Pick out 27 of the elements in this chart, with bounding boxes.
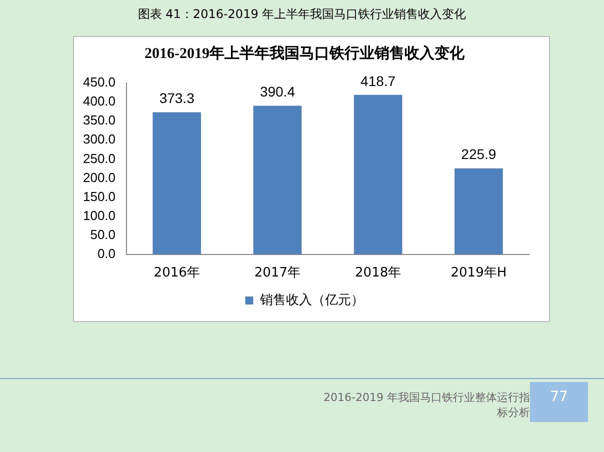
y-tick-label: 400.0 <box>82 94 116 109</box>
y-tick-label: 300.0 <box>82 132 116 147</box>
chart-title: 2016-2019年上半年我国马口铁行业销售收入变化 <box>144 44 466 62</box>
y-tick-label: 0.0 <box>97 246 116 261</box>
x-tick-label: 2018年 <box>355 266 402 281</box>
bar <box>354 94 402 254</box>
bar <box>152 112 201 254</box>
y-tick-label: 100.0 <box>82 208 116 223</box>
legend-label: 销售收入（亿元） <box>258 292 364 308</box>
y-tick-label: 350.0 <box>82 112 116 128</box>
bar <box>454 168 503 254</box>
chart-subtitle: 图表 41：2016-2019 年上半年我国马口铁行业销售收入变化 <box>136 6 468 23</box>
bar <box>253 106 302 254</box>
data-label: 373.3 <box>159 90 195 106</box>
x-tick-label: 2016年 <box>154 266 200 281</box>
x-tick-label: 2019年H <box>450 266 507 281</box>
y-tick-label: 50.0 <box>90 226 116 242</box>
data-label: 390.4 <box>260 84 296 100</box>
text: 2016-2019 年我国马口铁行业整体运行指标分析 <box>322 390 530 420</box>
text: 77 <box>530 382 588 422</box>
y-tick-label: 200.0 <box>82 170 116 185</box>
y-tick-label: 250.0 <box>82 150 116 166</box>
y-tick-label: 150.0 <box>82 188 116 204</box>
data-label: 225.9 <box>461 146 496 162</box>
x-tick-label: 2017年 <box>254 266 301 281</box>
y-tick-label: 450.0 <box>82 74 116 90</box>
data-label: 418.7 <box>360 72 396 89</box>
